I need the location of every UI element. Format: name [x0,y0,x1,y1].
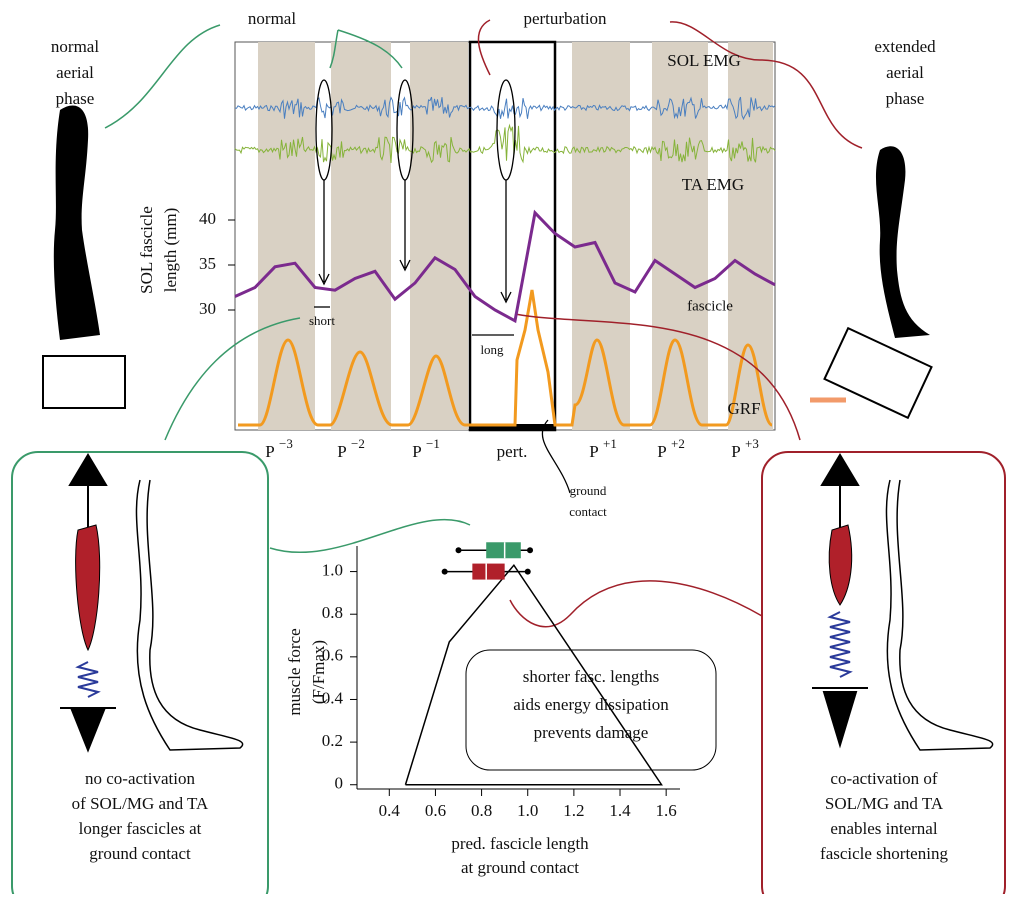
y-tick-label: 30 [199,299,216,318]
extended-aerial-label: extended [874,37,936,56]
leg-left [54,105,100,340]
callout-text: shorter fasc. lengths [523,667,659,686]
phase-label: P [657,442,666,461]
y-tick-label: 1.0 [322,560,343,579]
right-caption: enables internal [830,819,937,838]
perturbation-label: perturbation [523,9,607,28]
phase-label: P [589,442,598,461]
phase-label: P [265,442,274,461]
grf-label: GRF [727,399,760,418]
ground-contact-label: contact [569,504,607,519]
whisker-end [527,547,533,553]
y-tick-label: 35 [199,254,216,273]
block-left [43,356,125,408]
normal-aerial-label: aerial [56,63,94,82]
phase-sup: −2 [351,436,365,451]
left-caption: of SOL/MG and TA [72,794,209,813]
x-tick-label: 1.6 [656,801,677,820]
x-tick-label: 0.4 [379,801,401,820]
x-axis-label: pred. fascicle length [451,834,589,853]
callout-text: aids energy dissipation [513,695,669,714]
figure: normal aerial phase extended aerial phase norm… [0,0,1009,894]
phase-label: P [337,442,346,461]
right-caption: co-activation of [830,769,937,788]
long-label: long [480,342,504,357]
whisker-end [442,569,448,575]
extended-aerial-label: aerial [886,63,924,82]
right-caption: SOL/MG and TA [825,794,944,813]
phase-label: pert. [497,442,528,461]
normal-label: normal [248,9,296,28]
short-label: short [309,313,335,328]
x-tick-label: 0.8 [471,801,492,820]
left-caption: ground contact [89,844,191,863]
box [486,542,521,558]
y-tick-label: 0 [335,774,344,793]
y-axis-label: SOL fascicle [137,206,156,294]
whisker-end [525,569,531,575]
left-caption: no co-activation [85,769,195,788]
x-tick-label: 0.6 [425,801,446,820]
right-caption: fascicle shortening [820,844,948,863]
muscle-left [60,455,243,750]
x-axis-label: at ground contact [461,858,579,877]
series-label: fascicle [687,298,733,314]
ground-contact-label: ground [570,483,607,498]
phase-sup: −3 [279,436,293,451]
leg-right [876,146,930,338]
block-right [824,328,931,418]
phase-sup: +2 [671,436,685,451]
x-tick-label: 1.0 [517,801,538,820]
phase-label: P [731,442,740,461]
extended-aerial-label: phase [886,89,925,108]
phase-sup: +1 [603,436,617,451]
muscle-right [812,455,993,750]
y-axis-label: muscle force [285,628,304,715]
panel-background [235,42,775,430]
whisker-end [456,547,462,553]
y-tick-label: 40 [199,209,216,228]
ta-emg-label: TA EMG [682,175,744,194]
y-tick-label: 0.2 [322,731,343,750]
x-tick-label: 1.2 [563,801,584,820]
normal-aerial-label: normal [51,37,99,56]
sol-emg-label: SOL EMG [667,51,741,70]
phase-sup: −1 [426,436,440,451]
phase-label: P [412,442,421,461]
y-axis-label: (F/Fmax) [309,640,328,704]
y-tick-label: 0.8 [322,603,343,622]
phase-sup: +3 [745,436,759,451]
x-tick-label: 1.4 [609,801,631,820]
box [472,564,504,580]
left-caption: longer fascicles at [79,819,202,838]
normal-aerial-label: phase [56,89,95,108]
y-axis-label: length (mm) [161,208,180,293]
